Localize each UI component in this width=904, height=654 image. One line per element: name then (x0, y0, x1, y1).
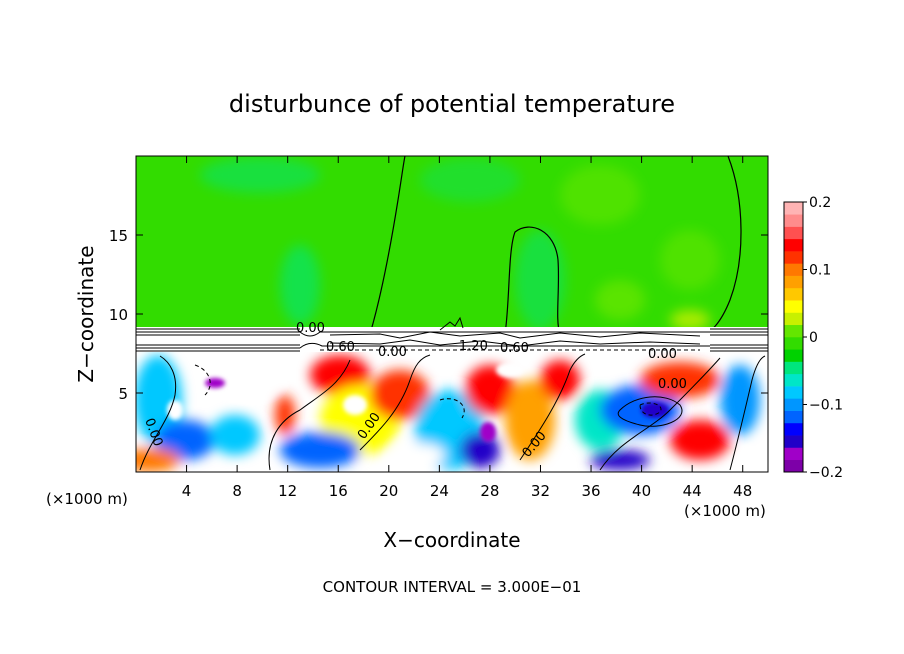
contour-interval-note: CONTOUR INTERVAL = 3.000E−01 (323, 578, 582, 596)
contour-label: 0.00 (378, 345, 407, 360)
contour-label: 0.60 (326, 340, 355, 355)
colorbar-swatch (784, 251, 803, 264)
y-tick-label: 15 (109, 227, 128, 245)
plot-area (136, 156, 768, 472)
colorbar (783, 201, 804, 473)
colorbar-swatch (784, 287, 803, 301)
x-tick-label: 28 (480, 482, 499, 500)
x-unit-right: (×1000 m) (684, 502, 766, 520)
x-tick-label: 48 (733, 482, 752, 500)
chart-title: disturbunce of potential temperature (229, 90, 675, 118)
contour-label: 0.00 (648, 347, 677, 362)
x-tick-label: 32 (531, 482, 550, 500)
colorbar-swatch (784, 238, 803, 252)
colorbar-swatch (784, 386, 803, 399)
colorbar-swatch (784, 263, 803, 276)
contour-label: 0.00 (296, 321, 325, 336)
x-tick-label: 24 (430, 482, 449, 500)
colorbar-swatch (784, 398, 803, 411)
x-tick-label: 40 (632, 482, 651, 500)
colorbar-swatch (784, 337, 803, 350)
colorbar-ticks: 0.2 0.1 0 −0.1 −0.2 (803, 195, 843, 481)
colorbar-swatch (784, 349, 803, 362)
x-unit-left: (×1000 m) (46, 490, 128, 508)
contour-label: −1.20 (448, 339, 488, 354)
x-axis-ticks: 4 8 12 16 20 24 28 32 36 40 44 48 (182, 156, 752, 500)
colorbar-tick-label: 0 (809, 330, 818, 346)
colorbar-swatch (784, 226, 803, 240)
x-tick-label: 36 (581, 482, 600, 500)
colorbar-tick-label: −0.1 (809, 398, 843, 414)
colorbar-swatch (784, 435, 803, 448)
x-tick-label: 8 (232, 482, 242, 500)
x-axis-label: X−coordinate (383, 528, 520, 552)
y-tick-label: 5 (118, 385, 128, 403)
colorbar-swatch (784, 312, 803, 326)
colorbar-swatch (784, 214, 803, 227)
colorbar-swatch (784, 459, 803, 473)
colorbar-swatch (784, 373, 803, 387)
colorbar-tick-label: −0.2 (809, 465, 843, 481)
x-tick-label: 12 (278, 482, 297, 500)
colorbar-swatch (784, 300, 803, 313)
colorbar-swatch (784, 275, 803, 289)
colorbar-swatch (784, 447, 803, 461)
x-tick-label: 44 (683, 482, 702, 500)
x-tick-label: 4 (182, 482, 192, 500)
y-tick-label: 10 (109, 306, 128, 324)
x-tick-label: 20 (379, 482, 398, 500)
x-tick-label: 16 (329, 482, 348, 500)
y-axis-label: Z−coordinate (74, 245, 98, 382)
colorbar-swatch (784, 410, 803, 424)
colorbar-swatch (784, 202, 803, 215)
colorbar-swatch (784, 422, 803, 436)
contour-label: 0.60 (500, 341, 529, 356)
y-axis-ticks: 5 10 15 (109, 227, 768, 403)
colorbar-tick-label: 0.2 (809, 195, 831, 211)
colorbar-swatch (784, 361, 803, 375)
colorbar-tick-label: 0.1 (809, 263, 831, 279)
colorbar-swatch (784, 324, 803, 338)
contour-label: 0.00 (658, 377, 687, 392)
